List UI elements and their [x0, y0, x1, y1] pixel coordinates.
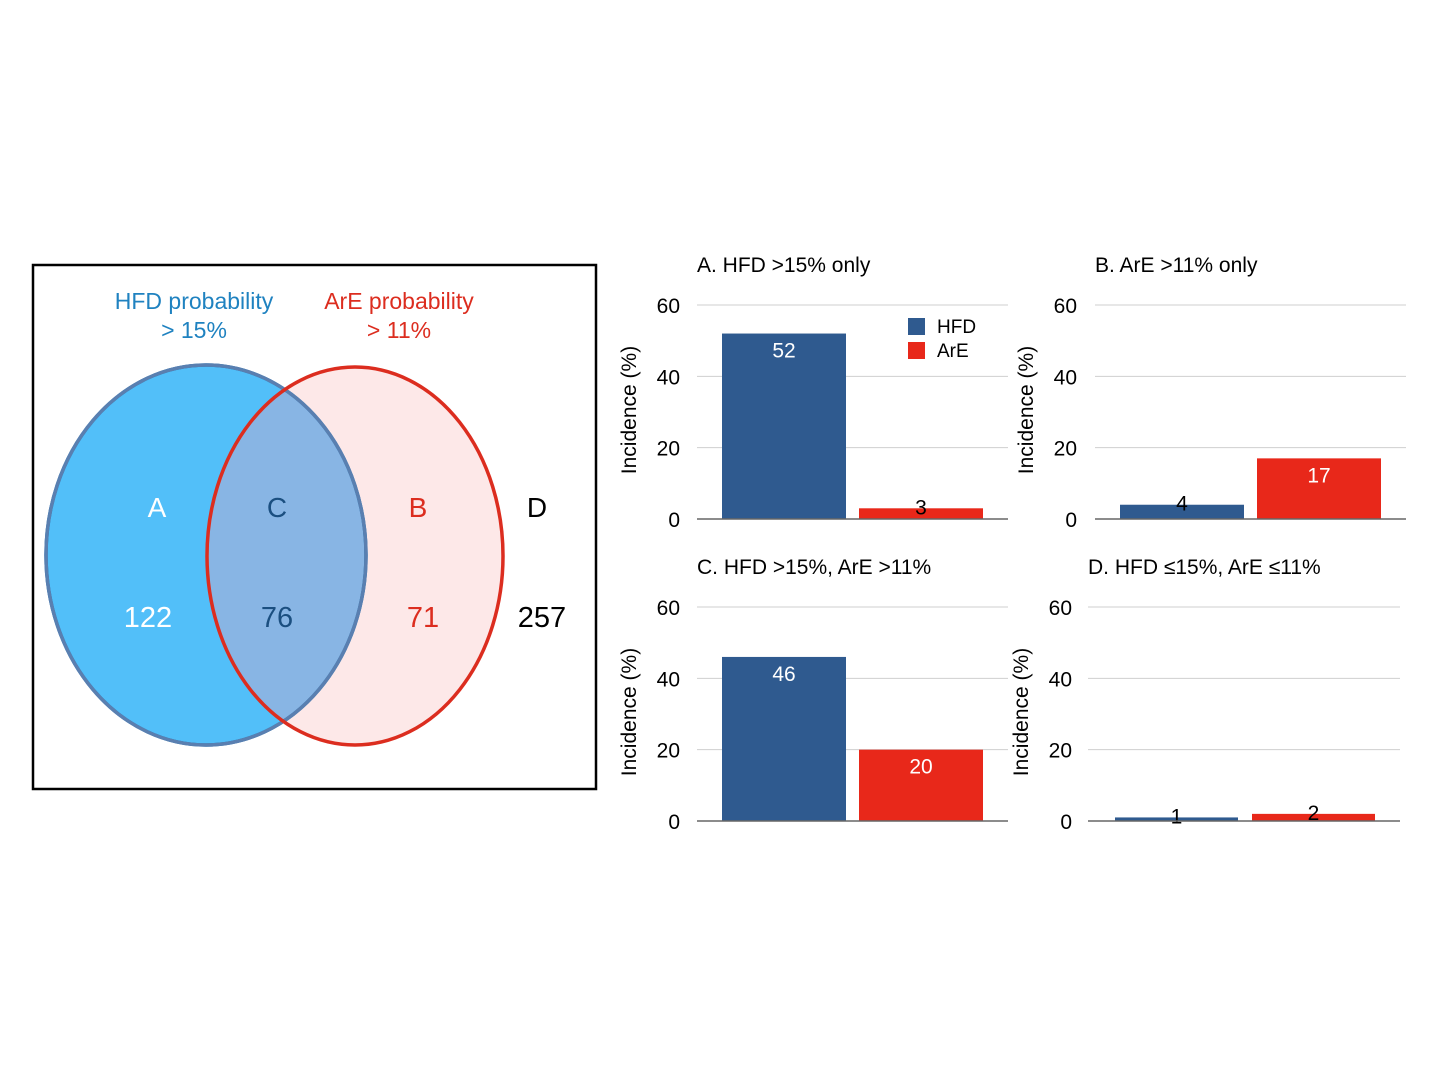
y-tick-label: 0	[668, 811, 680, 834]
bar-value-label: 17	[1307, 464, 1330, 487]
venn-label-hfd: HFD probability	[115, 288, 274, 314]
y-axis-title: Incidence (%)	[1015, 346, 1038, 474]
bar-value-label: 46	[772, 663, 795, 686]
bar-hfd	[722, 333, 846, 519]
bar-are	[859, 749, 983, 821]
y-tick-label: 60	[657, 295, 680, 318]
venn-region-letter: C	[267, 492, 287, 523]
bar-chart-c: C. HFD >15%, ArE >11% 0 20 40 60 Incidence (%…	[618, 556, 1008, 834]
chart-title: B. ArE >11% only	[1095, 254, 1258, 277]
y-tick-label: 40	[657, 668, 680, 691]
bar-hfd	[1115, 817, 1238, 821]
venn-region-letter: A	[148, 492, 167, 523]
y-tick-label: 20	[657, 438, 680, 461]
chart-title: C. HFD >15%, ArE >11%	[697, 556, 931, 579]
venn-region-count: 76	[261, 602, 293, 634]
venn-outline-hfd-inner	[44, 363, 368, 747]
bar-chart-b: B. ArE >11% only 0 20 40 60 Incidence (%) 4 17	[1015, 254, 1406, 532]
chart-title: D. HFD ≤15%, ArE ≤11%	[1088, 556, 1321, 579]
venn-intersection	[207, 367, 366, 745]
bar-are	[1257, 458, 1381, 519]
bar-value-label: 52	[772, 340, 795, 363]
y-tick-label: 40	[1054, 366, 1077, 389]
legend-label: HFD	[937, 317, 976, 338]
y-tick-label: 0	[668, 509, 680, 532]
y-tick-label: 20	[657, 740, 680, 763]
y-tick-label: 0	[1065, 509, 1077, 532]
y-axis-title: Incidence (%)	[618, 648, 641, 776]
venn-label-hfd-threshold: > 15%	[161, 317, 227, 343]
legend-swatch-hfd	[908, 318, 925, 335]
bar-value-label: 3	[915, 496, 927, 519]
bar-value-label: 1	[1171, 805, 1183, 828]
legend-label: ArE	[937, 341, 969, 362]
bar-value-label: 20	[909, 756, 932, 779]
venn-region-letter: B	[409, 492, 428, 523]
venn-region-letter: D	[527, 492, 547, 523]
y-tick-label: 20	[1049, 740, 1072, 763]
y-axis-title: Incidence (%)	[1010, 648, 1033, 776]
bar-hfd	[1120, 504, 1244, 519]
venn-diagram: HFD probability > 15% ArE probability > …	[31, 263, 598, 791]
y-tick-label: 0	[1060, 811, 1072, 834]
bar-hfd	[722, 656, 846, 821]
y-tick-label: 40	[657, 366, 680, 389]
chart-title: A. HFD >15% only	[697, 254, 871, 277]
venn-outline-are	[205, 365, 505, 747]
bar-chart-d: D. HFD ≤15%, ArE ≤11% 0 20 40 60 Incidence (%…	[1010, 556, 1400, 834]
bar-value-label: 2	[1308, 802, 1320, 825]
bar-value-label: 4	[1176, 493, 1188, 516]
y-tick-label: 60	[1049, 597, 1072, 620]
bar-chart-a: A. HFD >15% only 0 20 40 60 Incidence (%) 52 3	[618, 254, 1008, 532]
venn-region-count: 122	[124, 602, 172, 634]
venn-region-count: 71	[407, 602, 439, 634]
legend: HFD ArE	[908, 317, 976, 362]
venn-label-are-threshold: > 11%	[367, 317, 431, 343]
y-tick-label: 60	[1054, 295, 1077, 318]
bar-are	[1252, 813, 1375, 821]
venn-region-count: 257	[518, 602, 566, 634]
y-tick-label: 20	[1054, 438, 1077, 461]
y-tick-label: 60	[657, 597, 680, 620]
legend-swatch-are	[908, 342, 925, 359]
venn-label-are: ArE probability	[324, 288, 474, 314]
bar-are	[859, 508, 983, 519]
y-axis-title: Incidence (%)	[618, 346, 641, 474]
y-tick-label: 40	[1049, 668, 1072, 691]
